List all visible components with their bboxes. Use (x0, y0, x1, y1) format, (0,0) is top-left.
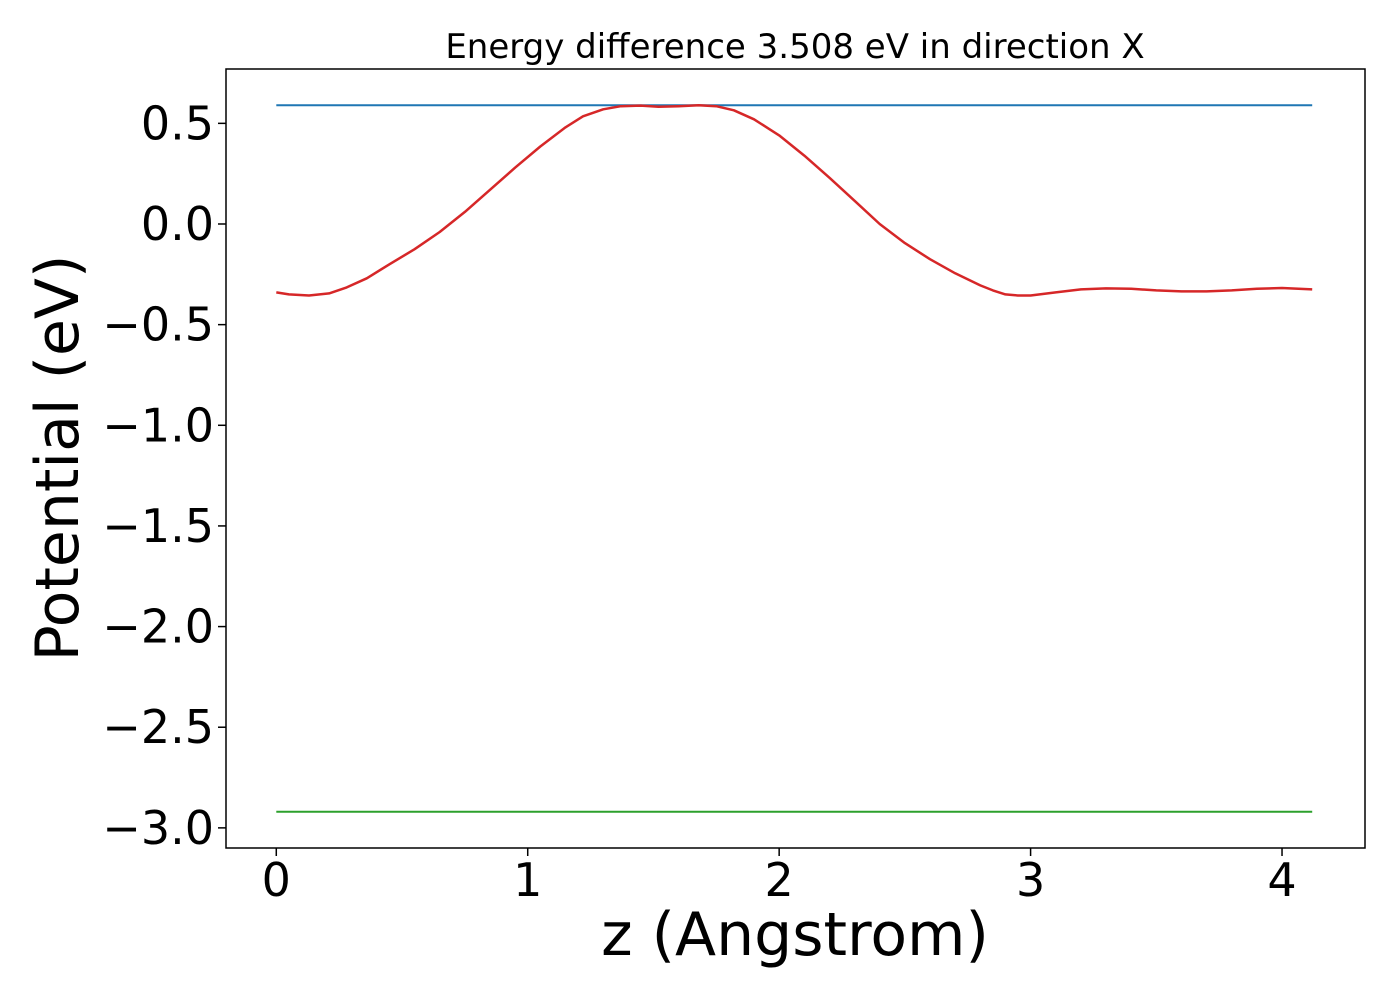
chart-title: Energy difference 3.508 eV in direction … (445, 27, 1144, 67)
x-tick-label: 3 (1016, 853, 1045, 907)
y-tick-label: −3.0 (102, 801, 214, 855)
y-tick-label: −2.0 (102, 600, 214, 654)
series-line-3 (276, 103, 1313, 297)
x-tick-label: 1 (513, 853, 542, 907)
y-tick-label: −1.5 (102, 499, 214, 553)
x-axis-ticks: 0 1 2 3 4 (262, 848, 1297, 907)
y-axis-ticks: 0.5 0.0 −0.5 −1.0 −1.5 −2.0 −2.5 −3.0 (102, 96, 226, 855)
x-tick-label: 2 (765, 853, 794, 907)
plot-lines (276, 103, 1313, 813)
x-axis-label: z (Angstrom) (601, 900, 989, 970)
y-tick-label: 0.0 (141, 197, 214, 251)
y-axis-label: Potential (eV) (23, 255, 93, 662)
plot-frame (225, 68, 1366, 849)
y-tick-label: −1.0 (102, 398, 214, 452)
y-tick-label: −2.5 (102, 700, 214, 754)
x-tick-label: 4 (1267, 853, 1296, 907)
y-tick-label: 0.5 (141, 96, 214, 150)
x-tick-label: 0 (262, 853, 291, 907)
y-tick-label: −0.5 (102, 298, 214, 352)
